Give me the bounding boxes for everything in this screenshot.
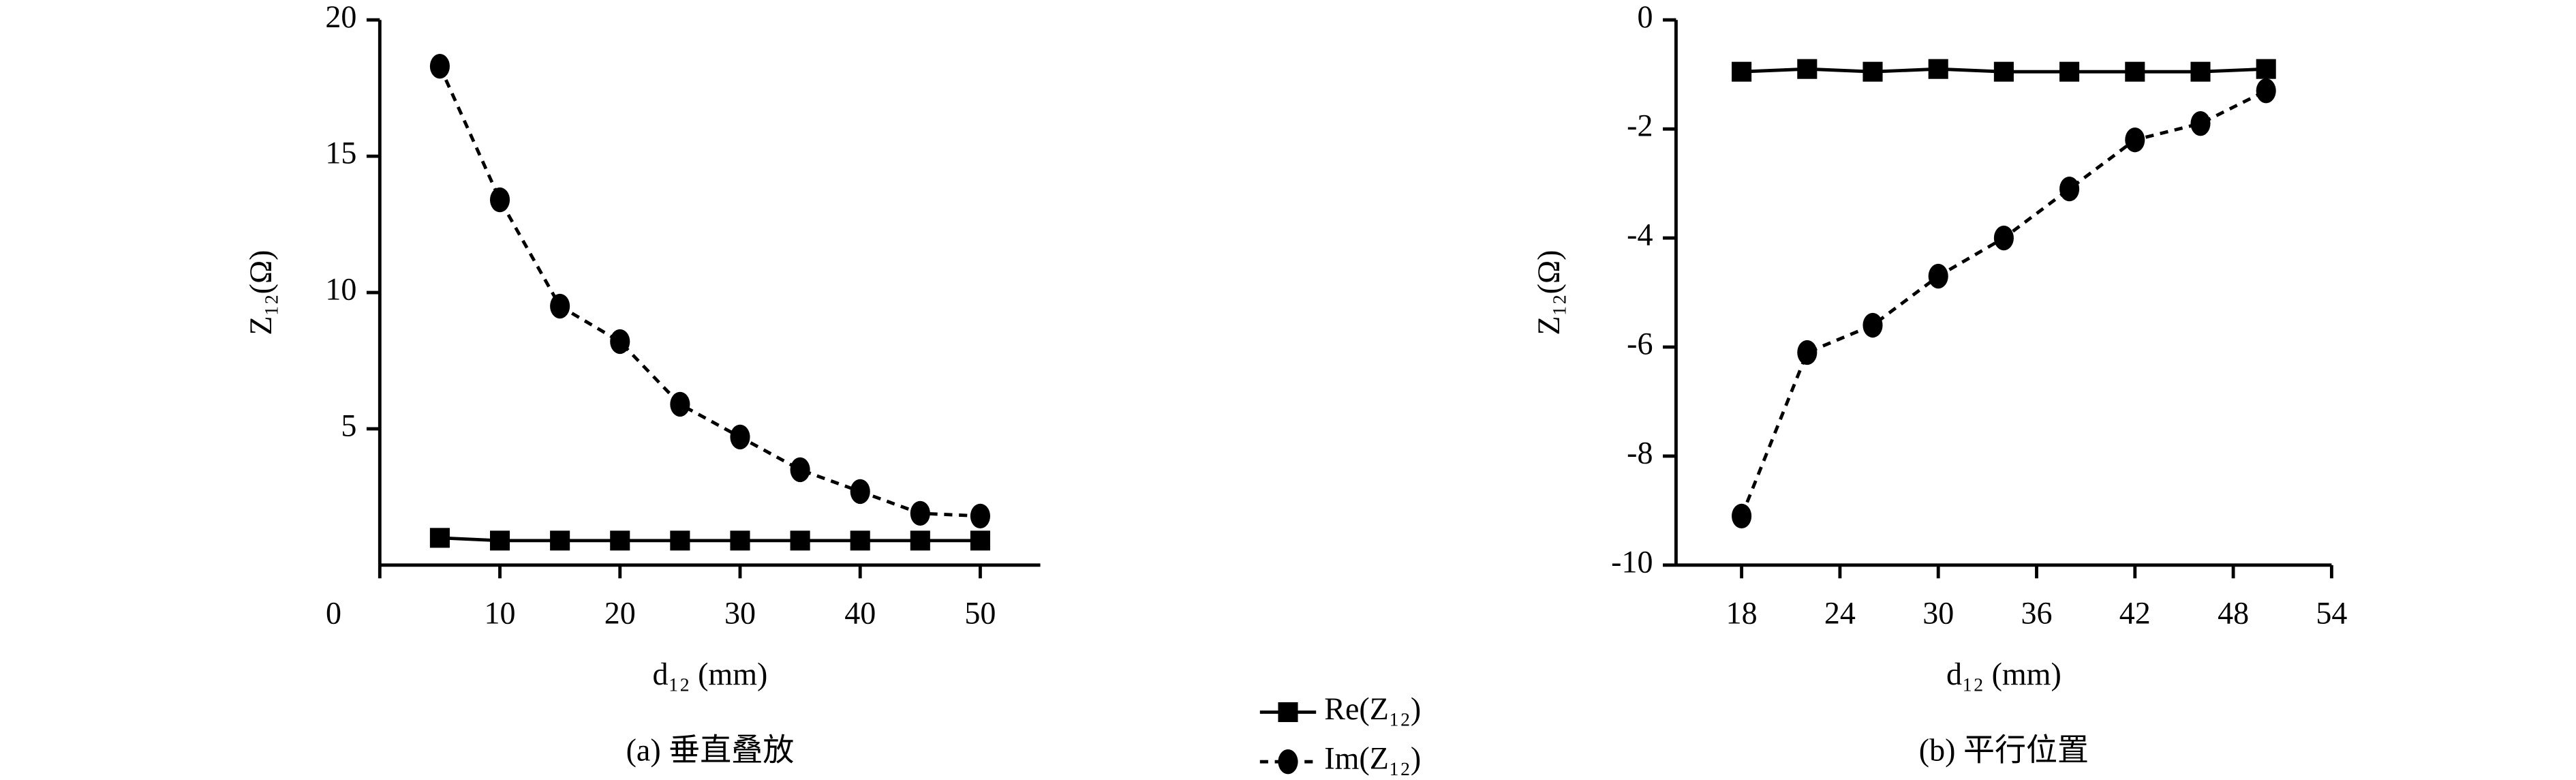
marker-square <box>850 530 870 551</box>
marker-circle <box>850 479 870 505</box>
y-tick-label: -6 <box>1627 327 1653 361</box>
marker-square <box>1797 59 1818 79</box>
x-tick-label: 30 <box>1922 596 1954 631</box>
marker-square <box>2125 61 2145 82</box>
x-tick-label: 18 <box>1726 596 1758 631</box>
marker-circle <box>1732 503 1752 529</box>
legend-label: Re(Z₁₂) <box>1324 691 1421 726</box>
marker-square <box>730 530 750 551</box>
series-line <box>438 65 981 518</box>
marker-square <box>550 530 570 551</box>
caption: (a) 垂直叠放 <box>626 733 795 768</box>
marker-square <box>1862 61 1883 82</box>
y-tick-label: 15 <box>325 136 356 170</box>
marker-square <box>429 528 450 548</box>
x-tick-label: 20 <box>604 596 636 631</box>
x-tick-label: 36 <box>2021 596 2052 631</box>
marker-circle <box>2190 110 2211 136</box>
y-tick-label: 0 <box>1637 0 1653 34</box>
legend-marker <box>1278 702 1298 723</box>
marker-circle <box>2125 127 2145 153</box>
x-tick-label: 24 <box>1824 596 1856 631</box>
y-axis-label: Z₁₂(Ω) <box>243 250 278 335</box>
x-tick-label: 30 <box>724 596 756 631</box>
marker-square <box>1928 59 1948 79</box>
marker-square <box>1732 61 1752 82</box>
marker-circle <box>2256 78 2276 104</box>
marker-circle <box>2059 176 2080 202</box>
marker-square <box>910 530 930 551</box>
x-axis-label: d₁₂ (mm) <box>653 657 768 691</box>
marker-square <box>610 530 630 551</box>
x-tick-label: 10 <box>485 596 516 631</box>
marker-square <box>1993 61 2014 82</box>
y-tick-label: 5 <box>341 408 356 443</box>
y-tick-label: -4 <box>1627 217 1653 252</box>
y-axis-label: Z₁₂(Ω) <box>1531 250 1566 335</box>
marker-circle <box>429 54 450 79</box>
marker-circle <box>970 503 990 529</box>
marker-square <box>970 530 990 551</box>
x-tick-label: 42 <box>2119 596 2151 631</box>
marker-circle <box>910 500 930 526</box>
y-tick-label: -2 <box>1627 108 1653 143</box>
marker-circle <box>1928 263 1948 289</box>
marker-circle <box>790 457 810 483</box>
marker-circle <box>670 391 690 417</box>
marker-square <box>790 530 810 551</box>
x-tick-label: 48 <box>2218 596 2249 631</box>
x-tick-label: 0 <box>326 596 341 631</box>
marker-circle <box>489 187 510 213</box>
x-tick-label: 40 <box>844 596 876 631</box>
marker-circle <box>610 329 630 355</box>
x-tick-label: 54 <box>2316 596 2347 631</box>
marker-square <box>489 530 510 551</box>
legend-marker <box>1278 749 1298 775</box>
x-axis-label: d₁₂ (mm) <box>1946 657 2061 691</box>
marker-square <box>2256 59 2276 79</box>
marker-circle <box>1993 225 2014 251</box>
y-tick-label: -8 <box>1627 435 1653 470</box>
marker-square <box>2190 61 2211 82</box>
y-tick-label: 20 <box>325 0 356 34</box>
legend-label: Im(Z₁₂) <box>1324 741 1421 776</box>
marker-circle <box>730 424 750 450</box>
marker-circle <box>1797 340 1818 365</box>
marker-circle <box>1862 312 1883 338</box>
y-tick-label: 10 <box>325 272 356 307</box>
series-line <box>440 536 981 543</box>
caption: (b) 平行位置 <box>1919 733 2089 768</box>
y-tick-label: -10 <box>1611 544 1653 579</box>
marker-square <box>2059 61 2080 82</box>
marker-square <box>670 530 690 551</box>
series-line <box>1740 89 2267 517</box>
x-tick-label: 50 <box>964 596 996 631</box>
marker-circle <box>550 293 570 319</box>
